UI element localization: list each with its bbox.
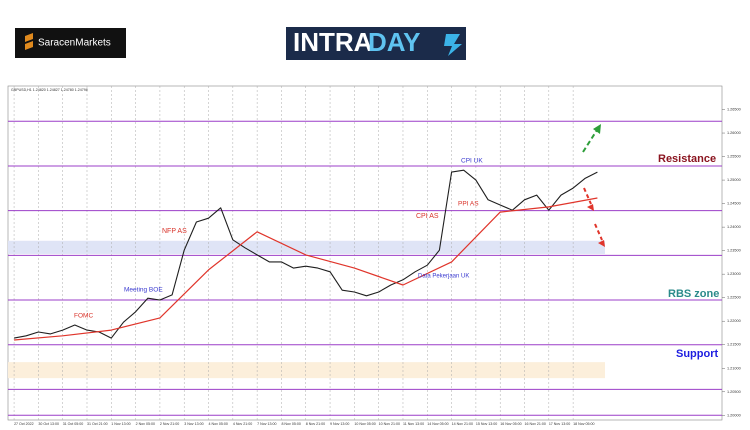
x-tick-label: 31 Oct 05:00 (63, 422, 84, 426)
broker-logo-icon (25, 33, 33, 50)
y-tick-label: 1.22500 (727, 296, 741, 300)
x-tick-label: 16 Nov 05:00 (500, 422, 521, 426)
annotation: Data Pekerjaan UK (418, 274, 469, 280)
down-arrow-line (583, 187, 592, 205)
y-tick-label: 1.21500 (727, 343, 741, 347)
price-line (14, 197, 598, 341)
down-arrow-head (598, 240, 605, 247)
x-tick-label: 14 Nov 21:00 (452, 422, 473, 426)
x-tick-label: 3 Nov 13:00 (184, 422, 203, 426)
y-tick-label: 1.26500 (727, 108, 741, 112)
y-tick-label: 1.23500 (727, 249, 741, 253)
x-tick-label: 8 Nov 21:00 (306, 422, 325, 426)
y-tick-label: 1.20000 (727, 413, 741, 417)
x-tick-label: 15 Nov 13:00 (476, 422, 497, 426)
zone (8, 362, 605, 379)
x-tick-label: 27 Oct 2022 (14, 422, 34, 426)
product-logo-box (286, 27, 466, 60)
y-tick-label: 1.24000 (727, 225, 741, 229)
x-tick-label: 17 Nov 13:00 (549, 422, 570, 426)
x-tick-label: 9 Nov 13:00 (330, 422, 349, 426)
annotation: RBS zone (668, 288, 719, 300)
x-tick-label: 10 Nov 05:00 (354, 422, 375, 426)
annotation: FOMC (74, 313, 93, 320)
zone (8, 240, 605, 254)
plot-layer: FOMC Meeting BOE NFP AS CPI AS CPI UK PPI AS D… (8, 86, 725, 420)
down-arrow-line (594, 223, 603, 241)
up-arrow-head (593, 124, 601, 134)
x-tick-label: 30 Oct 13:00 (38, 422, 59, 426)
annotation: NFP AS (162, 228, 187, 235)
product-logo-part: DAY (368, 27, 421, 57)
y-tick-label: 1.23000 (727, 272, 741, 276)
y-tick-label: 1.25500 (727, 155, 741, 159)
y-tick-label: 1.25000 (727, 178, 741, 182)
y-tick-label: 1.26000 (727, 131, 741, 135)
x-tick-label: 14 Nov 05:00 (427, 422, 448, 426)
broker-name: SaracenMarkets (38, 38, 111, 49)
x-tick-label: 31 Oct 21:00 (87, 422, 108, 426)
x-tick-label: 2 Nov 21:00 (160, 422, 179, 426)
x-tick-label: 18 Nov 05:00 (573, 422, 594, 426)
x-tick-label: 7 Nov 13:00 (257, 422, 276, 426)
annotation: CPI UK (461, 158, 483, 165)
x-tick-label: 16 Nov 21:00 (525, 422, 546, 426)
x-tick-label: 1 Nov 13:00 (111, 422, 130, 426)
x-tick-label: 11 Nov 13:00 (403, 422, 424, 426)
x-tick-label: 2 Nov 05:00 (136, 422, 155, 426)
annotation: Support (676, 348, 718, 360)
x-tick-label: 4 Nov 21:00 (233, 422, 252, 426)
x-tick-label: 10 Nov 21:00 (379, 422, 400, 426)
y-tick-label: 1.21000 (727, 366, 741, 370)
broker-logo-box (15, 28, 126, 58)
chart-header: GBPUSD,H1 1.24820 1.24827 1.24780 1.2479… (11, 88, 88, 92)
up-arrow-line (582, 129, 598, 153)
y-tick-label: 1.22000 (727, 319, 741, 323)
annotation: Meeting BOE (124, 287, 163, 294)
annotation: CPI AS (416, 213, 439, 220)
y-tick-label: 1.24500 (727, 202, 741, 206)
x-tick-label: 4 Nov 05:00 (209, 422, 228, 426)
product-logo-part: INTRA (293, 27, 373, 57)
annotation: Resistance (658, 153, 716, 165)
annotation: PPI AS (458, 201, 479, 208)
down-arrow-head (587, 204, 594, 211)
y-tick-label: 1.20500 (727, 390, 741, 394)
x-tick-label: 8 Nov 05:00 (281, 422, 300, 426)
product-logo-icon (444, 34, 462, 56)
price-line (13, 169, 598, 339)
